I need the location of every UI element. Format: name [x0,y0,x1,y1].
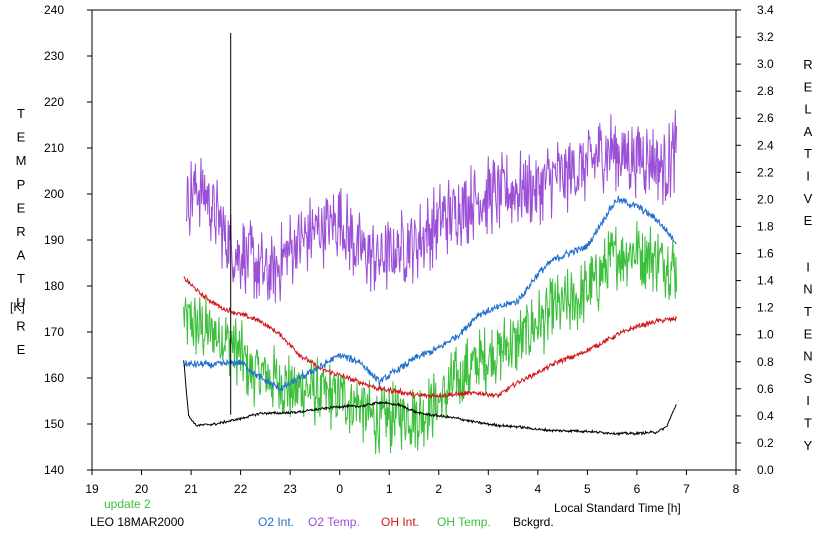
right-tick-label: 2.6 [757,111,774,125]
y-right-title-letter: I [806,259,810,274]
x-tick-label: 7 [683,482,690,496]
x-tick-label: 3 [485,482,492,496]
y-left-unit: [K] [10,300,25,314]
x-tick-label: 21 [184,482,198,496]
y-left-title-letter: R [16,318,25,333]
y-right-title-letter: V [804,191,813,206]
y-right-title-letter: E [804,79,813,94]
left-tick-label: 190 [44,233,64,247]
right-tick-label: 2.0 [757,192,774,206]
right-tick-label: 3.0 [757,57,774,71]
right-tick-label: 1.2 [757,301,774,315]
legend-item: O2 Temp. [308,515,360,529]
y-right-title-letter: E [804,213,813,228]
legend-item: OH Temp. [437,515,491,529]
y-right-title-letter: S [804,371,813,386]
y-right-title-letter: R [803,57,812,72]
right-tick-label: 3.2 [757,30,774,44]
left-tick-label: 230 [44,49,64,63]
y-right-title-letter: I [806,393,810,408]
x-tick-label: 6 [634,482,641,496]
y-right-title-letter: T [804,416,812,431]
right-tick-label: 1.8 [757,219,774,233]
y-left-title-letter: T [17,271,25,286]
right-tick-label: 1.6 [757,247,774,261]
x-tick-label: 19 [85,482,99,496]
x-tick-label: 0 [336,482,343,496]
y-left-title-letter: P [17,177,26,192]
series-line-o2-int [183,195,677,392]
y-left-title-letter: U [16,295,25,310]
y-right-title-letter: N [803,282,812,297]
left-tick-label: 240 [44,3,64,17]
legend-item: Bckgrd. [513,515,554,529]
y-right-title-letter: T [804,304,812,319]
series-line-o2-temp [185,109,678,304]
y-right-title-letter: I [806,169,810,184]
y-left-title-letter: E [17,130,26,145]
x-tick-label: 22 [234,482,248,496]
y-left-title-letter: E [17,342,26,357]
left-tick-label: 180 [44,279,64,293]
left-tick-label: 200 [44,187,64,201]
right-axis: 0.0 0.2 0.4 0.6 0.8 1.0 1.2 1.4 1.6 1.8 2.0 2.2 2.4 2… [736,3,774,477]
legend-item: OH Int. [381,515,419,529]
legend: O2 Int. O2 Temp. OH Int. OH Temp. Bckgrd. [258,515,554,529]
left-tick-label: 220 [44,95,64,109]
y-left-title-letter: E [17,200,26,215]
left-tick-label: 170 [44,325,64,339]
right-tick-label: 0.0 [757,463,774,477]
right-tick-label: 2.4 [757,138,774,152]
y-right-title-letter: A [804,124,813,139]
right-tick-label: 0.2 [757,436,774,450]
y-left-title-letter: M [16,153,27,168]
right-tick-label: 0.6 [757,382,774,396]
x-axis: 19 20 21 22 23 0 1 2 3 4 5 6 7 8 [85,470,740,496]
y-left-title-letter: A [17,248,26,263]
y-right-title-letter: T [804,146,812,161]
x-tick-label: 5 [584,482,591,496]
right-tick-label: 2.2 [757,165,774,179]
y-left-title-letter: R [16,224,25,239]
right-tick-label: 1.0 [757,328,774,342]
right-tick-label: 1.4 [757,274,774,288]
series-layer [183,33,678,454]
left-tick-label: 140 [44,463,64,477]
right-tick-label: 0.8 [757,355,774,369]
station-text: LEO 18MAR2000 [90,515,184,529]
update-text: update 2 [104,497,151,511]
right-tick-label: 3.4 [757,3,774,17]
left-tick-label: 160 [44,371,64,385]
series-line-bckgrd [183,360,677,437]
left-axis: 140 150 160 170 180 190 200 210 220 230 240 [44,3,92,477]
left-tick-label: 150 [44,417,64,431]
x-tick-label: 1 [386,482,393,496]
series-line-oh-int [183,276,678,400]
x-axis-label: Local Standard Time [h] [554,501,681,515]
y-right-title-letter: N [803,349,812,364]
x-tick-label: 23 [283,482,297,496]
x-tick-label: 4 [535,482,542,496]
y-left-title-letter: T [17,106,25,121]
right-tick-label: 2.8 [757,84,774,98]
y-right-title-letter: Y [804,438,813,453]
x-tick-label: 8 [733,482,740,496]
y-right-title-letter: E [804,326,813,341]
legend-item: O2 Int. [258,515,294,529]
right-tick-label: 0.4 [757,409,774,423]
left-tick-label: 210 [44,141,64,155]
x-tick-label: 20 [135,482,149,496]
x-tick-label: 2 [435,482,442,496]
y-right-title-letter: L [804,102,811,117]
